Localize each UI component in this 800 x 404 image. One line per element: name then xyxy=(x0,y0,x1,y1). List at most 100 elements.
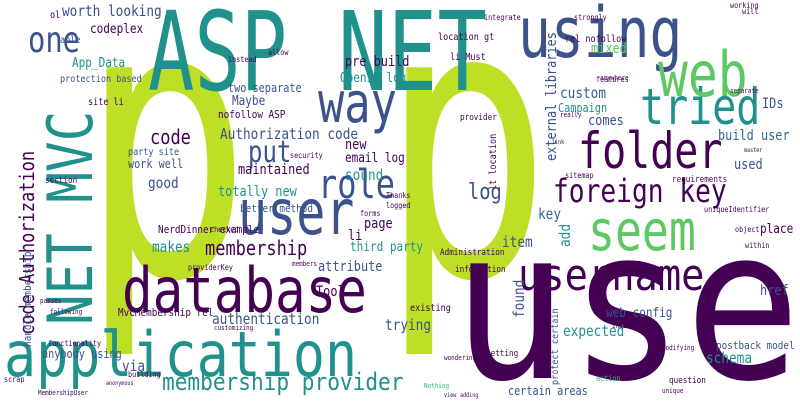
word: section xyxy=(45,174,77,185)
word: party site xyxy=(128,146,179,158)
word: put xyxy=(248,135,291,169)
word: Administration xyxy=(440,246,504,257)
word: scrap xyxy=(4,374,24,384)
word: object xyxy=(735,224,760,234)
word: ol xyxy=(50,9,60,21)
word: use xyxy=(452,183,800,400)
word: foreign key xyxy=(553,172,727,209)
word: MvcMembership rel xyxy=(118,307,214,319)
word: action xyxy=(596,373,621,383)
word: li Must xyxy=(450,51,486,63)
word: wondering xyxy=(444,354,476,363)
word: features xyxy=(596,74,629,84)
word: authentication xyxy=(212,311,319,328)
word: href xyxy=(760,283,789,299)
word: work well xyxy=(128,157,183,171)
word: application xyxy=(4,318,357,391)
word: add xyxy=(557,224,574,247)
word: question xyxy=(669,374,706,385)
word: functionality xyxy=(48,338,102,348)
word: really xyxy=(560,111,582,120)
word: p xyxy=(80,0,252,366)
word: attribute xyxy=(318,259,383,275)
word: web xyxy=(658,40,748,112)
word: worth looking xyxy=(62,3,162,20)
word: code xyxy=(150,127,191,150)
word: sitemap xyxy=(565,170,594,180)
word: following xyxy=(50,308,82,317)
word: MembershipUser xyxy=(38,389,88,398)
word: web config xyxy=(606,305,672,320)
word: mixed xyxy=(591,41,627,57)
word: codeplex xyxy=(90,21,143,36)
word: certain areas xyxy=(508,384,588,398)
word: able xyxy=(60,34,81,46)
word: existing xyxy=(410,302,451,314)
word: App_Data xyxy=(72,55,125,70)
word: better method xyxy=(240,203,313,215)
word: external libraries xyxy=(544,32,560,161)
word: members xyxy=(292,260,317,269)
word: protection based xyxy=(60,73,142,85)
word: indicate xyxy=(612,322,641,331)
word: key xyxy=(538,206,561,223)
word: rel nofollow xyxy=(565,33,627,45)
word: information xyxy=(455,263,506,274)
word: pre build xyxy=(345,54,409,70)
word: used xyxy=(734,157,763,173)
word: user xyxy=(238,177,354,249)
word: code Authorization xyxy=(17,151,40,335)
word: site li xyxy=(88,96,124,108)
word: nofollow ASP xyxy=(218,109,285,121)
word: tried xyxy=(640,78,760,137)
word: way xyxy=(318,70,397,136)
word: role xyxy=(318,160,395,207)
word: adding xyxy=(460,393,478,399)
word: view xyxy=(444,393,457,399)
word: schema xyxy=(706,350,752,367)
word: email log xyxy=(345,150,405,165)
word: page xyxy=(364,216,393,232)
word: master xyxy=(744,148,763,154)
word: expected xyxy=(563,323,624,340)
word: customizing xyxy=(214,324,253,333)
word: protect certain xyxy=(549,308,561,385)
word: OpenID log xyxy=(340,70,406,85)
word: two separate xyxy=(228,81,302,95)
word: database xyxy=(122,255,367,327)
word: logged xyxy=(386,200,411,210)
word: working xyxy=(730,0,759,10)
word: membership provider xyxy=(162,369,403,397)
word: postback model xyxy=(716,340,795,352)
word: comes xyxy=(588,113,624,129)
word: handle membership xyxy=(22,251,34,347)
word: lt location xyxy=(487,134,499,190)
word: modifying xyxy=(662,344,694,353)
word: log xyxy=(468,179,502,205)
word: will xyxy=(742,6,758,16)
word: passes xyxy=(40,297,62,306)
word: NET xyxy=(338,0,487,116)
word: integrate xyxy=(484,12,521,22)
word: seem xyxy=(588,198,696,263)
word: Thanks xyxy=(386,190,411,200)
word: NerdDinner example xyxy=(158,224,259,236)
word: provider xyxy=(460,111,497,122)
word: makes xyxy=(152,239,190,256)
word: Maybe xyxy=(232,93,265,108)
word: security xyxy=(290,150,323,160)
word: totally new xyxy=(218,184,297,200)
word: ASP xyxy=(148,0,287,117)
word: uniqueIdentifier xyxy=(704,204,770,214)
word: username xyxy=(518,250,704,301)
word: anywhere xyxy=(600,74,629,83)
word: Authorization code xyxy=(220,126,358,143)
word: allow xyxy=(268,47,289,57)
word: Campaign xyxy=(558,101,607,115)
word: requirements xyxy=(672,173,727,184)
word: Tool xyxy=(316,284,345,300)
word: separate xyxy=(730,87,759,96)
word: NET MVC xyxy=(35,111,107,325)
